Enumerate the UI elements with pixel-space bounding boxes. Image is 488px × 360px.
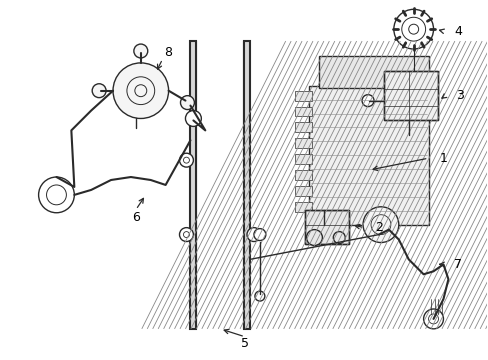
Bar <box>190 41 196 329</box>
Circle shape <box>180 96 194 109</box>
Text: 5: 5 <box>241 337 248 350</box>
Bar <box>304 210 348 244</box>
Bar <box>383 71 438 121</box>
Circle shape <box>134 44 147 58</box>
Circle shape <box>185 111 201 126</box>
Circle shape <box>92 84 106 98</box>
Circle shape <box>183 231 189 238</box>
Bar <box>2 1 486 41</box>
Bar <box>294 107 312 117</box>
Bar <box>294 170 312 180</box>
Bar <box>2 1 196 359</box>
Bar <box>309 86 427 225</box>
Bar <box>319 56 427 88</box>
Circle shape <box>179 153 193 167</box>
Bar <box>294 186 312 196</box>
Bar <box>244 41 249 329</box>
Circle shape <box>183 157 189 163</box>
Text: 3: 3 <box>455 89 463 102</box>
Text: 1: 1 <box>439 152 447 165</box>
Bar <box>294 154 312 164</box>
Bar <box>244 41 249 329</box>
Text: 2: 2 <box>374 221 382 234</box>
Bar <box>244 41 249 329</box>
Bar <box>190 41 196 329</box>
Text: 7: 7 <box>453 258 461 271</box>
Circle shape <box>361 95 373 107</box>
Circle shape <box>254 291 264 301</box>
Circle shape <box>246 228 260 242</box>
Circle shape <box>253 229 265 240</box>
Circle shape <box>179 228 193 242</box>
Bar <box>2 329 486 359</box>
Bar <box>244 1 486 359</box>
Bar <box>190 41 196 329</box>
Text: 8: 8 <box>164 46 172 59</box>
Bar <box>294 122 312 132</box>
Circle shape <box>113 63 168 118</box>
Circle shape <box>333 231 345 243</box>
Bar <box>294 202 312 212</box>
Text: 6: 6 <box>132 211 140 224</box>
Bar <box>383 71 438 121</box>
Circle shape <box>362 207 398 243</box>
Bar <box>294 138 312 148</box>
Bar <box>304 210 348 244</box>
Circle shape <box>306 230 322 246</box>
Bar <box>294 91 312 100</box>
Text: 4: 4 <box>453 24 461 38</box>
Bar <box>244 41 249 329</box>
Bar <box>190 41 196 329</box>
